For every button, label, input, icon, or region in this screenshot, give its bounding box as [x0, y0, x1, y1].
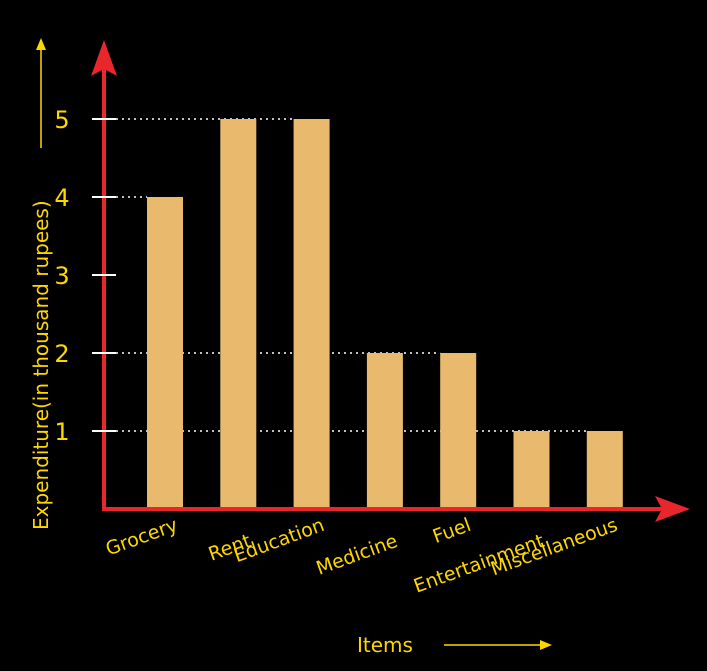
bar-entertainment [513, 431, 550, 509]
y-tick-label: 1 [54, 418, 69, 446]
y-tick-label: 2 [54, 340, 69, 368]
category-label-grocery: Grocery [103, 514, 181, 560]
bar-grocery [147, 197, 183, 509]
bar-miscellaneous [586, 431, 623, 509]
y-tick-label: 5 [54, 106, 69, 134]
bar-fuel [440, 353, 477, 509]
y-tick-label: 4 [54, 184, 69, 212]
x-axis-title-group: Items [357, 633, 552, 657]
guide-lines [116, 118, 587, 432]
y-tick-label: 3 [54, 262, 69, 290]
x-axis-title: Items [357, 633, 413, 657]
bars [147, 119, 623, 509]
bar-education [293, 119, 330, 509]
bar-rent [220, 119, 257, 509]
y-axis-title: Expenditure(in thousand rupees) [29, 200, 53, 530]
y-axis-title-arrow-icon [36, 38, 46, 50]
y-axis-title-group: Expenditure(in thousand rupees) [29, 38, 53, 530]
x-axis-arrow-icon [655, 496, 690, 522]
axes [91, 40, 690, 522]
x-axis-title-arrow-icon [540, 640, 552, 650]
y-axis-arrow-icon [91, 40, 117, 76]
category-label-medicine: Medicine [313, 530, 400, 580]
bar-medicine [366, 353, 403, 509]
category-label-fuel: Fuel [430, 514, 474, 548]
y-ticks: 1 2 3 4 5 [54, 106, 116, 446]
